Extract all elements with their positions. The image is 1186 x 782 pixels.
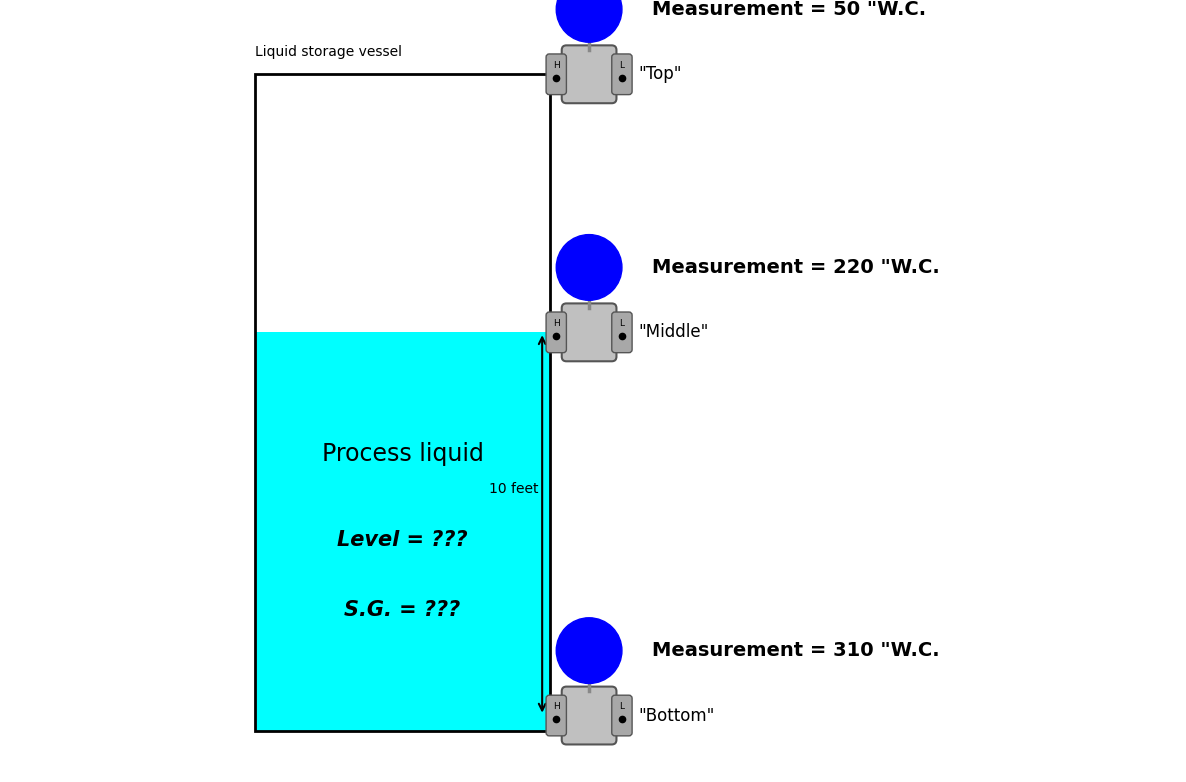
Text: H: H bbox=[553, 61, 560, 70]
Text: H: H bbox=[553, 702, 560, 712]
Text: L: L bbox=[619, 61, 625, 70]
Bar bbox=[255, 74, 550, 731]
Text: Measurement = 310 "W.C.: Measurement = 310 "W.C. bbox=[651, 641, 939, 660]
Text: L: L bbox=[619, 319, 625, 328]
Bar bbox=[255, 332, 550, 731]
Text: "Top": "Top" bbox=[638, 65, 682, 84]
FancyBboxPatch shape bbox=[562, 303, 617, 361]
Text: "Bottom": "Bottom" bbox=[638, 706, 715, 725]
Text: H: H bbox=[553, 319, 560, 328]
Text: Process liquid: Process liquid bbox=[321, 442, 484, 465]
Text: Measurement = 50 "W.C.: Measurement = 50 "W.C. bbox=[651, 0, 926, 19]
FancyBboxPatch shape bbox=[562, 45, 617, 103]
Text: Measurement = 220 "W.C.: Measurement = 220 "W.C. bbox=[651, 258, 939, 277]
FancyBboxPatch shape bbox=[546, 54, 567, 95]
Text: 10 feet: 10 feet bbox=[489, 482, 538, 496]
FancyBboxPatch shape bbox=[612, 54, 632, 95]
Circle shape bbox=[556, 0, 621, 42]
Circle shape bbox=[556, 618, 621, 683]
Text: S.G. = ???: S.G. = ??? bbox=[344, 600, 460, 620]
FancyBboxPatch shape bbox=[546, 312, 567, 353]
Text: L: L bbox=[619, 702, 625, 712]
Text: Liquid storage vessel: Liquid storage vessel bbox=[255, 45, 402, 59]
FancyBboxPatch shape bbox=[612, 695, 632, 736]
Text: "Middle": "Middle" bbox=[638, 323, 709, 342]
FancyBboxPatch shape bbox=[562, 687, 617, 744]
Text: Level = ???: Level = ??? bbox=[337, 529, 468, 550]
FancyBboxPatch shape bbox=[612, 312, 632, 353]
FancyBboxPatch shape bbox=[546, 695, 567, 736]
Circle shape bbox=[556, 235, 621, 300]
